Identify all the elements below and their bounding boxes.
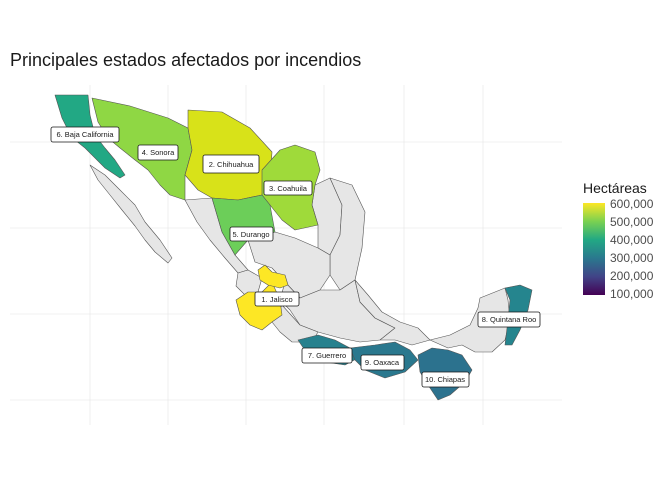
state-veracruz [354, 279, 431, 346]
state-labels: 1. Jalisco 2. Chihuahua 3. Coahuila 4. S… [50, 126, 541, 388]
legend-tick-200000: 200,000 [610, 269, 654, 283]
label-guerrero-text: 7. Guerrero [308, 351, 346, 360]
label-coahuila-text: 3. Coahuila [269, 184, 308, 193]
state-nayarit [235, 269, 263, 296]
label-sonora: 4. Sonora [137, 144, 179, 161]
label-chihuahua-text: 2. Chihuahua [209, 160, 254, 169]
legend-color-bar [583, 203, 605, 295]
label-durango: 5. Durango [229, 226, 274, 242]
label-quintana-roo-text: 8. Quintana Roo [482, 315, 537, 324]
legend-tick-300000: 300,000 [610, 251, 654, 265]
color-legend: Hectáreas 600,000 500,000 400,000 300,00… [583, 180, 672, 320]
label-chihuahua: 2. Chihuahua [202, 154, 260, 174]
label-quintana-roo: 8. Quintana Roo [477, 311, 541, 328]
legend-tick-400000: 400,000 [610, 233, 654, 247]
state-zacatecas-central [247, 231, 331, 299]
label-sonora-text: 4. Sonora [142, 148, 175, 157]
label-jalisco-text: 1. Jalisco [261, 295, 292, 304]
legend-tick-100000: 100,000 [610, 287, 654, 301]
label-baja-california-text: 6. Baja California [56, 130, 114, 139]
label-guerrero: 7. Guerrero [301, 347, 353, 364]
state-baja-california-sur [89, 164, 173, 264]
label-baja-california: 6. Baja California [50, 126, 120, 143]
label-jalisco: 1. Jalisco [254, 291, 300, 307]
label-oaxaca-text: 9. Oaxaca [365, 358, 400, 367]
label-chiapas-text: 10. Chiapas [425, 375, 465, 384]
label-durango-text: 5. Durango [232, 230, 269, 239]
legend-title: Hectáreas [583, 180, 647, 196]
legend-tick-600000: 600,000 [610, 197, 654, 211]
label-oaxaca: 9. Oaxaca [360, 354, 405, 371]
label-coahuila: 3. Coahuila [263, 180, 313, 196]
state-durango [211, 194, 276, 256]
chart-title: Principales estados afectados por incend… [10, 50, 362, 70]
legend-tick-500000: 500,000 [610, 215, 654, 229]
state-jalisco-north [257, 264, 289, 289]
label-chiapas: 10. Chiapas [421, 371, 470, 388]
state-tabasco-campeche-yucatan [429, 287, 511, 353]
